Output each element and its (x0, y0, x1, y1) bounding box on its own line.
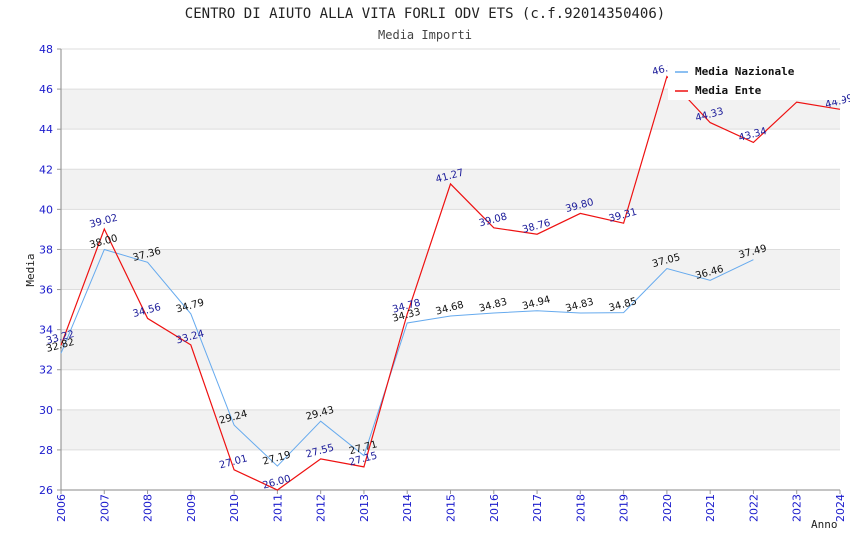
grid-band (61, 409, 840, 450)
y-axis-label: Media (24, 253, 37, 286)
y-axis-ticks: 26 28 30 32 34 36 38 40 42 44 46 48 (39, 43, 61, 497)
y-tick-label: 38 (39, 243, 53, 256)
x-tick-label: 2006 (55, 494, 68, 522)
x-tick-label: 2023 (791, 494, 804, 522)
series-line-media-nazionale (60, 248, 754, 467)
grid-band (61, 329, 840, 370)
y-tick-label: 40 (39, 203, 53, 216)
x-tick-label: 2009 (185, 494, 198, 522)
data-label-ente: 39.02 (88, 213, 119, 231)
data-label-nazionale: 34.94 (521, 294, 552, 312)
x-tick-label: 2011 (271, 494, 284, 522)
x-tick-label: 2018 (574, 494, 587, 522)
y-tick-label: 48 (39, 43, 53, 56)
x-tick-label: 2007 (98, 494, 111, 522)
data-label-ente: 38.76 (521, 218, 552, 236)
data-label-nazionale: 34.83 (478, 297, 509, 315)
y-tick-label: 46 (39, 83, 53, 96)
y-tick-label: 34 (39, 324, 53, 337)
chart-title: CENTRO DI AIUTO ALLA VITA FORLI ODV ETS … (185, 6, 665, 22)
legend-label-media-ente: Media Ente (695, 84, 762, 97)
x-axis-ticks: 2006 2007 2008 2009 2010 2011 2012 2013 2014 2015… (55, 490, 847, 522)
x-tick-label: 2008 (142, 494, 155, 522)
x-tick-label: 2010 (228, 494, 241, 522)
x-tick-label: 2019 (618, 494, 631, 522)
y-tick-label: 26 (39, 484, 53, 497)
grid-band (61, 249, 840, 290)
x-tick-label: 2022 (747, 494, 760, 522)
x-tick-label: 2024 (834, 494, 847, 522)
y-tick-label: 44 (39, 123, 53, 136)
series-lines (60, 75, 841, 491)
x-tick-label: 2016 (488, 494, 501, 522)
grid-bands (61, 89, 840, 450)
data-label-ente: 26.00 (261, 474, 292, 492)
x-tick-label: 2017 (531, 494, 544, 522)
y-tick-label: 36 (39, 284, 53, 297)
x-tick-label: 2013 (358, 494, 371, 522)
grid-lines (61, 48, 840, 491)
x-tick-label: 2014 (401, 494, 414, 522)
x-tick-label: 2021 (704, 494, 717, 522)
series-line-media-ente (60, 75, 841, 491)
legend-label-media-nazionale: Media Nazionale (695, 65, 795, 78)
y-tick-label: 32 (39, 364, 53, 377)
legend-background (668, 60, 842, 100)
y-tick-label: 42 (39, 163, 53, 176)
data-label-nazionale: 34.85 (608, 296, 639, 314)
x-tick-label: 2020 (661, 494, 674, 522)
chart-subtitle: Media Importi (378, 28, 472, 42)
data-label-nazionale: 34.83 (564, 297, 595, 315)
x-tick-label: 2015 (445, 494, 458, 522)
legend: Media Nazionale Media Ente (668, 60, 842, 100)
y-tick-label: 30 (39, 404, 53, 417)
x-axis-label: Anno (811, 518, 838, 531)
x-tick-label: 2012 (315, 494, 328, 522)
y-tick-label: 28 (39, 444, 53, 457)
grid-band (61, 169, 840, 210)
